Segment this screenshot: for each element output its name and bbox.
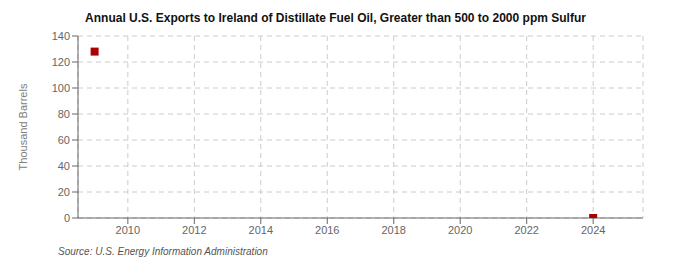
svg-text:140: 140 <box>52 30 70 42</box>
svg-text:2024: 2024 <box>581 224 605 236</box>
svg-text:0: 0 <box>64 212 70 224</box>
svg-text:2018: 2018 <box>381 224 405 236</box>
html-text:Annual U.S. Exports to Ireland: Annual U.S. Exports to Ireland of Distil… <box>85 11 586 25</box>
svg-text:2010: 2010 <box>116 224 140 236</box>
svg-text:20: 20 <box>58 186 70 198</box>
svg-text:2012: 2012 <box>182 224 206 236</box>
svg-text:80: 80 <box>58 108 70 120</box>
svg-text:40: 40 <box>58 160 70 172</box>
svg-text:2014: 2014 <box>249 224 273 236</box>
svg-text:2022: 2022 <box>514 224 538 236</box>
html-text:Source: U.S. Energy Informatio: Source: U.S. Energy Information Administ… <box>58 246 268 257</box>
svg-text:120: 120 <box>52 56 70 68</box>
svg-text:2016: 2016 <box>315 224 339 236</box>
svg-text:Thousand Barrels: Thousand Barrels <box>17 83 29 170</box>
svg-text:60: 60 <box>58 134 70 146</box>
svg-text:100: 100 <box>52 82 70 94</box>
svg-text:2020: 2020 <box>448 224 472 236</box>
